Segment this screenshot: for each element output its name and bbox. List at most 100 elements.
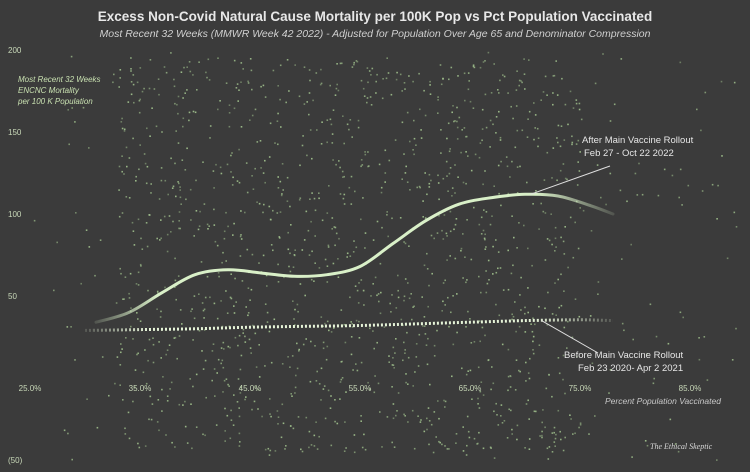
scatter-point xyxy=(544,259,547,261)
scatter-point xyxy=(233,305,235,307)
scatter-point xyxy=(501,422,504,424)
scatter-point xyxy=(462,277,464,279)
scatter-point xyxy=(168,344,171,346)
scatter-point xyxy=(541,436,543,439)
scatter-point xyxy=(96,426,99,429)
scatter-point xyxy=(250,288,253,291)
scatter-point xyxy=(364,153,367,156)
scatter-point xyxy=(174,102,176,105)
scatter-point xyxy=(563,326,566,329)
x-tick-label: 45.0% xyxy=(239,384,262,393)
scatter-point xyxy=(653,377,655,380)
scatter-point xyxy=(495,303,497,306)
scatter-point xyxy=(552,92,554,94)
scatter-point xyxy=(351,323,353,325)
scatter-point xyxy=(553,431,555,434)
scatter-point xyxy=(233,312,236,314)
scatter-point xyxy=(67,432,69,435)
scatter-point xyxy=(208,225,210,227)
scatter-point xyxy=(507,389,509,392)
scatter-point xyxy=(403,153,405,155)
scatter-point xyxy=(126,165,128,168)
scatter-point xyxy=(562,240,565,243)
scatter-point xyxy=(129,272,132,275)
scatter-point xyxy=(63,429,66,432)
scatter-point xyxy=(630,243,632,246)
scatter-point xyxy=(308,69,311,71)
scatter-point xyxy=(438,440,440,443)
scatter-point xyxy=(168,215,171,217)
scatter-point xyxy=(482,61,485,63)
scatter-point xyxy=(418,72,420,75)
scatter-point xyxy=(403,82,406,84)
scatter-point xyxy=(371,67,374,70)
scatter-point xyxy=(269,449,272,452)
scatter-point xyxy=(548,373,550,376)
scatter-point xyxy=(700,129,702,132)
scatter-point xyxy=(393,446,396,448)
scatter-point xyxy=(636,194,639,196)
scatter-point xyxy=(268,330,271,333)
scatter-point xyxy=(222,391,224,393)
scatter-point xyxy=(484,334,486,337)
scatter-point xyxy=(367,81,369,84)
scatter-point xyxy=(518,79,521,82)
scatter-point xyxy=(238,407,240,409)
scatter-point xyxy=(467,310,469,313)
scatter-point xyxy=(674,443,677,445)
scatter-point xyxy=(247,314,249,317)
scatter-point xyxy=(551,313,554,315)
scatter-point xyxy=(564,177,567,180)
scatter-point xyxy=(388,159,391,162)
scatter-point xyxy=(514,301,516,303)
scatter-point xyxy=(207,58,210,61)
scatter-point xyxy=(440,152,442,154)
scatter-point xyxy=(452,105,454,107)
scatter-point xyxy=(245,306,247,308)
scatter-point xyxy=(156,308,158,310)
scatter-point xyxy=(310,278,313,281)
scatter-point xyxy=(419,186,421,189)
scatter-point xyxy=(437,174,439,177)
scatter-point xyxy=(364,247,366,249)
scatter-point xyxy=(503,75,506,78)
scatter-point xyxy=(552,103,554,106)
scatter-point xyxy=(518,325,521,328)
scatter-point xyxy=(417,365,420,367)
scatter-point xyxy=(373,391,376,394)
scatter-point xyxy=(621,258,623,260)
scatter-point xyxy=(354,190,356,193)
scatter-point xyxy=(389,302,391,305)
scatter-point xyxy=(578,170,581,172)
scatter-point xyxy=(189,188,192,191)
scatter-point xyxy=(252,188,255,190)
scatter-point xyxy=(132,83,135,86)
scatter-point xyxy=(236,180,239,182)
scatter-point xyxy=(128,437,131,440)
scatter-point xyxy=(484,248,487,250)
scatter-point xyxy=(541,434,543,437)
scatter-point xyxy=(49,90,51,93)
scatter-point xyxy=(229,346,231,349)
scatter-point xyxy=(308,254,311,256)
scatter-point xyxy=(286,176,289,179)
scatter-point xyxy=(495,132,497,134)
scatter-point xyxy=(422,216,424,218)
scatter-point xyxy=(315,380,318,382)
scatter-point xyxy=(153,88,156,90)
scatter-point xyxy=(217,57,219,59)
scatter-point xyxy=(292,266,295,268)
scatter-point xyxy=(198,225,201,227)
scatter-point xyxy=(454,192,456,194)
scatter-point xyxy=(232,176,234,179)
scatter-point xyxy=(554,437,557,440)
scatter-point xyxy=(545,387,548,390)
scatter-point xyxy=(320,68,322,71)
scatter-point xyxy=(343,450,346,452)
scatter-point xyxy=(296,303,299,306)
scatter-point xyxy=(423,430,426,433)
scatter-point xyxy=(120,272,122,275)
scatter-point xyxy=(493,185,495,187)
annotation-after-line-1: After Main Vaccine Rollout xyxy=(582,135,694,146)
scatter-point xyxy=(567,320,569,323)
